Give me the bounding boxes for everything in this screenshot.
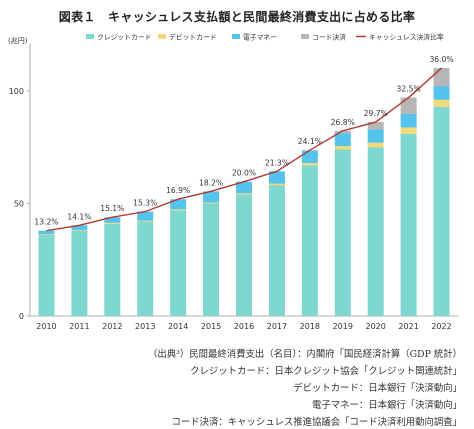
bar-2011-series-3 <box>71 225 88 230</box>
ratio-label-2014: 16.9% <box>166 186 190 195</box>
ratio-label-2018: 24.1% <box>298 137 322 146</box>
y-unit-label: (兆円) <box>8 36 28 45</box>
ratio-label-2015: 18.2% <box>199 178 223 187</box>
x-tick-label-2018: 2018 <box>300 322 320 331</box>
bar-2015-series-1 <box>203 203 220 316</box>
bar-2022-series-3 <box>433 86 450 100</box>
bar-2022-series-4 <box>433 68 450 87</box>
legend-swatch-4 <box>301 34 309 39</box>
x-tick-label-2013: 2013 <box>135 322 155 331</box>
bar-2010-series-3 <box>38 230 55 235</box>
legend-label-3: 電子マネー <box>243 34 277 42</box>
bar-2020-series-2 <box>367 142 384 148</box>
legend-label-4: コード決済 <box>312 33 346 42</box>
legend-label-1: クレジットカード <box>97 34 151 42</box>
source-note-5: コード決済：キャッシュレス推進協議会「コード決済利用動向調査」 <box>171 417 462 428</box>
bar-2010-series-1 <box>38 235 55 316</box>
bar-2018-series-2 <box>301 163 318 166</box>
x-tick-label-2011: 2011 <box>69 322 89 331</box>
y-tick-label-50: 50 <box>14 200 24 209</box>
bar-2021-series-4 <box>400 97 417 114</box>
bar-2021-series-1 <box>400 133 417 316</box>
x-tick-label-2021: 2021 <box>398 322 418 331</box>
source-note-4: 電子マネー：日本銀行「決済動向」 <box>311 400 462 411</box>
x-tick-label-2010: 2010 <box>36 322 56 331</box>
ratio-label-2017: 21.3% <box>265 158 289 167</box>
source-note-2: クレジットカード：日本クレジット協会「クレジット関連統計」 <box>190 366 462 377</box>
bar-2021-series-2 <box>400 127 417 134</box>
bar-2014-series-1 <box>170 210 187 316</box>
bar-2017-series-3 <box>268 171 285 184</box>
bar-2014-series-2 <box>170 209 187 211</box>
ratio-label-2019: 26.8% <box>331 118 355 127</box>
bar-2013-series-2 <box>137 220 154 222</box>
bar-2016-series-2 <box>236 193 252 195</box>
bar-2021-series-3 <box>400 113 417 128</box>
ratio-label-2022: 36.0% <box>429 55 453 64</box>
bar-2016-series-3 <box>236 181 252 194</box>
x-tick-label-2019: 2019 <box>333 322 353 331</box>
legend-label-ratio: キャッシュレス決済比率 <box>369 33 444 42</box>
bar-2011-series-1 <box>71 230 88 316</box>
x-tick-label-2022: 2022 <box>431 322 451 331</box>
x-tick-label-2020: 2020 <box>366 322 386 331</box>
bar-2020-series-1 <box>367 147 384 316</box>
x-tick-label-2014: 2014 <box>168 322 188 331</box>
bar-2019-series-4 <box>334 130 351 134</box>
bar-2012-series-1 <box>104 223 121 316</box>
bar-2018-series-1 <box>301 165 318 316</box>
source-note-3: デビットカード：日本銀行「決済動向」 <box>293 383 462 394</box>
ratio-label-2020: 29.7% <box>364 109 388 118</box>
ratio-label-2012: 15.1% <box>100 204 124 213</box>
bar-2012-series-3 <box>104 217 121 223</box>
bar-2011-series-2 <box>71 229 88 231</box>
x-tick-label-2015: 2015 <box>201 322 221 331</box>
ratio-label-2016: 20.0% <box>232 169 256 178</box>
bar-2019-series-3 <box>334 133 351 147</box>
y-tick-label-100: 100 <box>9 87 24 96</box>
chart-title: 図表１ キャッシュレス支払額と民間最終消費支出に占める比率 <box>58 10 416 24</box>
stacked-bar-chart: クレジットカード デビットカード 電子マネー コード決済 キャッシュレス決済比率 (兆円)… <box>8 33 458 331</box>
bar-2013-series-1 <box>137 221 154 316</box>
ratio-label-2013: 15.3% <box>133 199 157 208</box>
bar-2019-series-2 <box>334 146 351 150</box>
bar-2020-series-3 <box>367 129 384 143</box>
bar-2022-series-1 <box>433 106 450 316</box>
bar-2017-series-2 <box>268 183 285 186</box>
bar-2018-series-3 <box>301 150 318 163</box>
legend-label-2: デビットカード <box>169 33 217 42</box>
x-tick-label-2017: 2017 <box>267 322 287 331</box>
x-tick-label-2016: 2016 <box>234 322 254 331</box>
ratio-line <box>46 67 443 232</box>
x-tick-label-2012: 2012 <box>102 322 122 331</box>
bar-2014-series-3 <box>170 199 187 210</box>
bar-2010-series-2 <box>38 234 55 235</box>
bar-2020-series-4 <box>367 122 384 130</box>
legend-swatch-1 <box>86 34 94 39</box>
bar-2013-series-3 <box>137 211 154 221</box>
ratio-label-2011: 14.1% <box>67 212 91 221</box>
ratio-label-2010: 13.2% <box>34 218 58 227</box>
legend-swatch-3 <box>232 34 240 39</box>
bar-2016-series-1 <box>236 194 252 316</box>
ratio-label-2021: 32.5% <box>397 85 421 94</box>
bar-2015-series-2 <box>203 202 220 204</box>
bar-2022-series-2 <box>433 99 450 107</box>
bar-2017-series-1 <box>268 185 285 316</box>
bar-2012-series-2 <box>104 222 121 224</box>
bar-2015-series-3 <box>203 191 220 203</box>
bar-2019-series-1 <box>334 149 351 316</box>
source-note-1: （出典³）民間最終消費支出（名目）：内閣府「国民経済計算（GDP 統計） <box>148 349 462 360</box>
y-tick-label-0: 0 <box>19 312 24 321</box>
legend-swatch-2 <box>158 34 166 39</box>
